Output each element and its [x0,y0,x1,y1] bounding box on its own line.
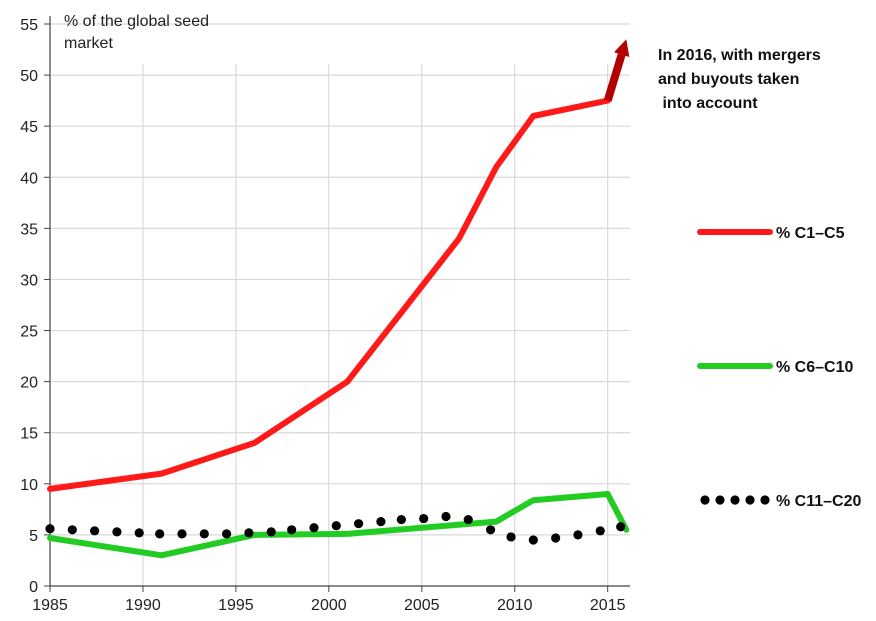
series-c11-c20-point [595,526,605,536]
annotation-line: into account [658,95,758,112]
series-c1-c5-line [47,97,611,492]
legend: % C1–C5 % C6–C10 % C11–C20 [697,225,861,510]
y-axis-label-line: market [64,35,113,52]
y-tick-label: 45 [20,119,38,136]
annotation-arrow-shaft [603,53,626,102]
y-axis-label-line: % of the global seed [64,13,209,30]
x-tick-label: 2000 [311,597,347,614]
y-tick-label: 50 [20,68,38,85]
series-c11-c20-point [222,529,232,539]
series-c11-c20-point [441,511,451,522]
y-tick-label: 40 [20,170,38,187]
legend-label: % C6–C10 [776,359,853,376]
series-c11-c20-point [506,532,516,542]
series-group [45,97,630,559]
series-c11-c20-point [266,527,276,537]
series-c11-c20-point [244,528,254,538]
x-tick-label: 2005 [404,597,440,614]
series-c11-c20-point [112,527,122,537]
legend-dot-marker [715,495,725,505]
annotation-line: In 2016, with mergers [658,47,821,64]
annotation: In 2016, with mergers and buyouts taken i… [658,47,821,112]
series-c11-c20-point [616,522,626,532]
series-c6-c10-line [47,491,630,559]
y-axis-label: % of the global seed market [64,13,209,52]
annotation-arrow [603,39,630,102]
y-tick-label: 10 [20,477,38,494]
x-tick-label: 1990 [125,597,161,614]
series-c11-c20-point [419,513,429,524]
legend-dot-marker [760,495,770,505]
series-c11-c20-point [90,526,100,536]
y-tick-label: 0 [29,579,38,596]
series-c11-c20-point [528,535,538,545]
x-tick-label: 1985 [32,597,68,614]
series-c11-c20-point [573,530,583,540]
y-tick-label: 30 [20,272,38,289]
series-c11-c20-point [67,525,77,535]
series-c11-c20-point [287,525,297,535]
legend-label: % C11–C20 [776,493,861,510]
y-tick-labels: 0 5 10 15 20 25 30 35 40 45 50 55 [20,17,38,596]
series-c11-c20-point [376,517,386,527]
y-tick-label: 5 [29,528,38,545]
series-c11-c20-point [134,528,144,538]
legend-dot-marker [700,495,710,505]
legend-dot-marker [745,495,755,505]
x-tick-label: 1995 [218,597,254,614]
y-tick-label: 20 [20,375,38,392]
series-c11-c20-point [331,521,341,531]
y-tick-label: 35 [20,221,38,238]
y-tick-label: 15 [20,426,38,443]
series-c11-c20-point [155,529,165,539]
x-tick-labels: 1985 1990 1995 2000 2005 2010 2015 [32,597,625,614]
grid [50,23,630,586]
series-c11-c20-point [177,529,187,539]
legend-dot-marker [730,495,740,505]
series-c11-c20-point [199,529,209,539]
series-c11-c20-point [463,514,473,525]
series-c11-c20-point [309,523,319,533]
x-tick-label: 2010 [497,597,533,614]
y-tick-label: 55 [20,17,38,34]
series-c11-c20-point [353,519,364,529]
y-tick-label: 25 [20,324,38,341]
series-c11-c20-point [396,514,406,525]
annotation-arrow-head [614,39,630,57]
series-c11-c20-point [551,533,561,543]
axes [44,16,630,592]
series-c11-c20-point [485,525,496,535]
annotation-line: and buyouts taken [658,71,799,88]
legend-label: % C1–C5 [776,225,845,242]
series-c11-c20-point [45,524,55,534]
x-tick-label: 2015 [590,597,626,614]
